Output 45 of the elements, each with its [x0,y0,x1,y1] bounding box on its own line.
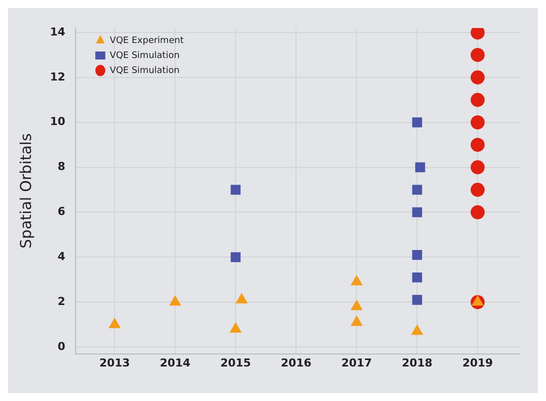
point [472,295,484,306]
point [470,115,485,130]
x-tick-label: 2018 [402,356,432,370]
y-tick-label: 14 [50,25,66,38]
point [350,315,363,326]
point [412,272,422,282]
legend-label: VQE Simulation [110,50,180,61]
y-tick-label: 8 [58,160,66,174]
y-axis-title: Spatial Orbitals [16,133,35,248]
point [350,300,363,310]
x-tick-label: 2013 [99,356,130,370]
point [230,184,241,195]
y-tick-label: 12 [50,70,66,84]
point [470,205,485,220]
x-tick-label: 2016 [280,356,312,370]
point [412,117,422,128]
point [412,250,422,260]
y-tick-label: 2 [58,294,66,308]
point [470,182,485,197]
point [230,322,242,333]
point [236,292,248,304]
point [415,162,426,172]
legend-label: VQE Simulation [110,66,180,76]
point [470,70,485,84]
y-tick-label: 4 [58,250,66,264]
y-tick-label: 6 [58,205,66,218]
point [350,274,363,286]
point [230,252,241,262]
x-tick-label: 2015 [220,356,251,370]
y-tick-label: 10 [50,115,66,128]
point [412,207,422,218]
point [412,294,422,305]
point [412,184,422,195]
x-tick-label: 2019 [462,356,493,370]
point [470,92,485,107]
point [470,48,485,62]
legend-label: VQE Experiment [110,36,184,46]
y-tick-label: 0 [58,340,66,353]
point [108,318,121,328]
point [470,160,485,174]
point [169,295,182,306]
x-tick-label: 2014 [160,356,191,370]
point [470,138,485,152]
x-tick-label: 2017 [341,356,372,370]
point [411,324,424,335]
